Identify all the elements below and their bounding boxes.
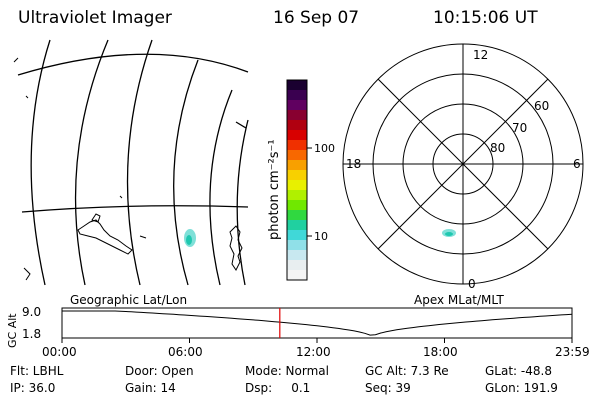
colorbar-swatch	[287, 100, 307, 111]
colorbar-swatch	[287, 130, 307, 141]
glon-value: GLon: 191.9	[485, 381, 558, 395]
colorbar-swatch	[287, 140, 307, 151]
alt-min-label: 1.8	[22, 327, 41, 341]
colorbar-swatch	[287, 150, 307, 161]
map-meridian	[126, 39, 153, 286]
colorbar-swatch	[287, 260, 307, 271]
map-grid-segment	[235, 121, 247, 129]
colorbar-swatch	[287, 90, 307, 101]
mlt-label-0: 0	[468, 277, 476, 291]
colorbar-swatch	[287, 240, 307, 251]
gain-value: Gain: 14	[125, 381, 176, 395]
colorbar-label: photon cm⁻²s⁻¹	[267, 139, 282, 240]
map-meridian	[173, 59, 199, 286]
filter-value: Flt: LBHL	[10, 364, 64, 378]
colorbar-swatch	[287, 220, 307, 231]
alt-max-label: 9.0	[22, 305, 41, 319]
date-label: 16 Sep 07	[273, 8, 360, 28]
colorbar-swatch	[287, 80, 307, 91]
door-value: Door: Open	[125, 364, 194, 378]
map-meridian	[74, 39, 109, 286]
mlt-label-12: 12	[473, 48, 488, 62]
colorbar-swatch	[287, 110, 307, 121]
map-projection-label: Geographic Lat/Lon	[70, 293, 188, 307]
instrument-title: Ultraviolet Imager	[18, 8, 172, 28]
map-meridian	[30, 39, 51, 286]
time-tick-1800: 18:00	[423, 345, 458, 359]
polar-diagonal	[377, 78, 549, 250]
time-tick-0000: 00:00	[42, 345, 77, 359]
colorbar-swatch	[287, 180, 307, 191]
time-label: 10:15:06 UT	[433, 8, 538, 28]
orbit-altitude-curve	[62, 310, 573, 336]
map-latitude-line	[17, 53, 249, 76]
time-tick-2359: 23:59	[555, 345, 590, 359]
mode-value: Mode: Normal	[245, 364, 329, 378]
gc-alt-axis-label: GC Alt	[6, 313, 19, 348]
polar-projection-label: Apex MLat/MLT	[414, 293, 504, 307]
ip-value: IP: 36.0	[10, 381, 56, 395]
colorbar-scale	[287, 80, 307, 281]
map-equator-line	[21, 205, 249, 213]
glat-value: GLat: -48.8	[485, 364, 552, 378]
mlt-label-6: 6	[573, 157, 581, 171]
colorbar-swatch	[287, 250, 307, 261]
aurora-emission-core	[186, 235, 192, 245]
colorbar-swatch	[287, 120, 307, 131]
lat-label-70: 70	[512, 121, 527, 135]
lat-label-60: 60	[534, 99, 549, 113]
colorbar-swatch	[287, 190, 307, 201]
dsp-value: Dsp: 0.1	[245, 381, 311, 395]
colorbar-swatch	[287, 160, 307, 171]
colorbar-swatch	[287, 210, 307, 221]
colorbar-swatch	[287, 170, 307, 181]
colorbar-swatch	[287, 230, 307, 241]
seq-value: Seq: 39	[365, 381, 411, 395]
time-tick-0600: 06:00	[168, 345, 203, 359]
colorbar-tick-10: 10	[314, 230, 328, 243]
time-tick-1200: 12:00	[296, 345, 331, 359]
colorbar-swatch	[287, 200, 307, 211]
lat-label-80: 80	[490, 141, 505, 155]
colorbar-swatch	[287, 270, 307, 281]
gc-alt-value: GC Alt: 7.3 Re	[365, 364, 449, 378]
colorbar-tick-100: 100	[314, 142, 335, 155]
map-meridian	[209, 89, 233, 286]
coastline	[13, 57, 243, 281]
aurora-emission-polar-core	[445, 232, 453, 236]
map-meridian	[236, 119, 249, 286]
mlt-label-18: 18	[346, 157, 361, 171]
